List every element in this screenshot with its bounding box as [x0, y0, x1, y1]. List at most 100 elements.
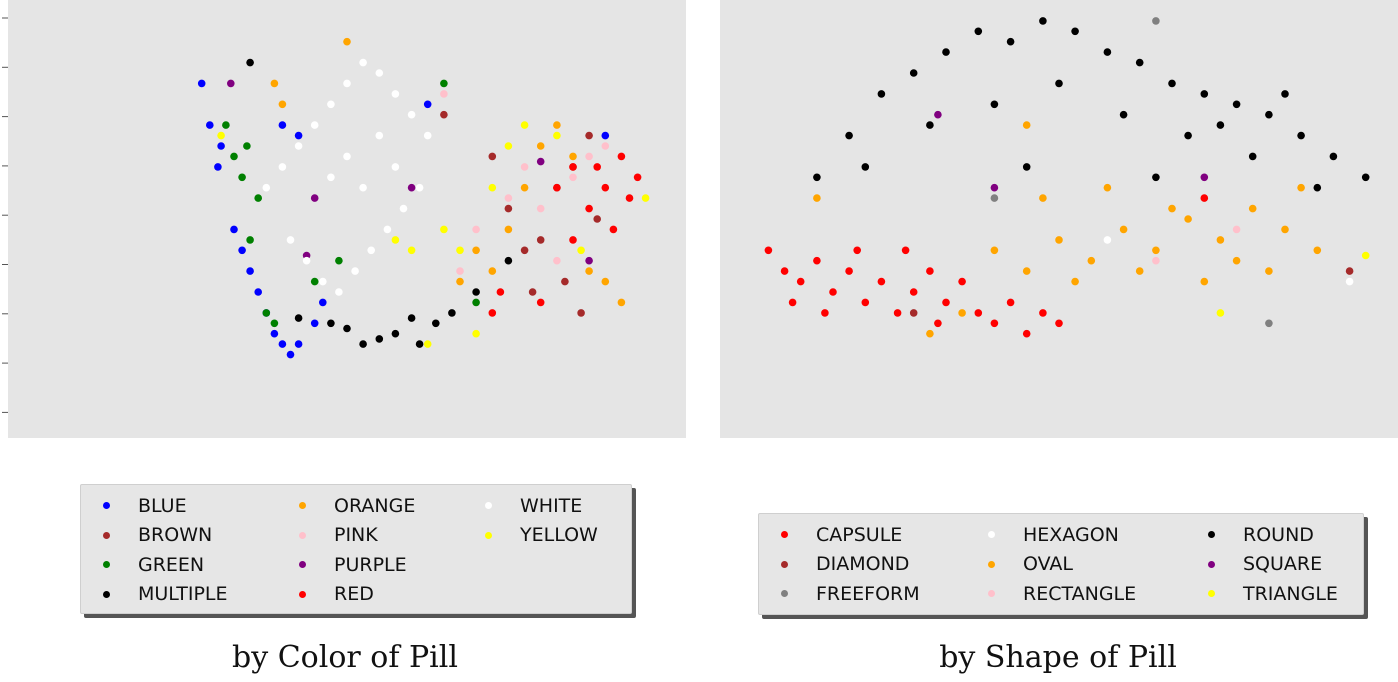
point-white [367, 246, 376, 255]
legend-marker [103, 561, 110, 569]
point-oval [1071, 277, 1079, 286]
point-white [286, 236, 295, 244]
color-caption: by Color of Pill [232, 640, 458, 675]
point-brown [536, 236, 545, 244]
legend-item-white: WHITE [477, 491, 607, 521]
point-pink [553, 256, 561, 265]
point-diamond [1345, 267, 1354, 275]
point-brown [528, 288, 537, 296]
legend-item-pink: PINK [291, 521, 477, 551]
legend-item-freeform: FREEFORM [773, 579, 980, 609]
point-oval [1087, 256, 1096, 265]
point-white [294, 142, 303, 150]
legend-item-hexagon: HEXAGON [980, 520, 1200, 550]
point-white [319, 277, 327, 286]
point-orange [617, 298, 626, 307]
color-legend: BLUE BROWN GREEN MULTIPLE ORANGE PINK PURPLE RE… [80, 484, 632, 614]
point-white [399, 204, 408, 213]
point-oval [1216, 236, 1225, 244]
point-oval [1200, 277, 1209, 286]
point-round [1039, 17, 1047, 25]
point-orange [278, 100, 287, 109]
point-green [254, 194, 262, 202]
legend-marker [781, 560, 788, 568]
point-red [536, 298, 545, 307]
point-oval [1119, 225, 1128, 234]
point-capsule [796, 277, 805, 286]
point-round [1313, 183, 1322, 192]
shape-legend: CAPSULE DIAMOND FREEFORM HEXAGON OVAL RECTANG… [758, 513, 1364, 615]
point-white [327, 173, 335, 182]
point-white [391, 90, 400, 98]
point-round [1055, 79, 1063, 88]
point-capsule [821, 309, 829, 317]
point-capsule [1039, 309, 1047, 317]
point-oval [1135, 267, 1144, 275]
legend-item-triangle: TRIANGLE [1200, 579, 1340, 609]
point-blue [197, 79, 206, 88]
point-round [1232, 100, 1241, 109]
point-orange [585, 267, 593, 275]
point-round [1168, 79, 1176, 88]
point-white [359, 183, 367, 192]
point-capsule [942, 298, 950, 307]
point-red [633, 173, 642, 182]
point-freeform [990, 194, 999, 202]
series-red [488, 152, 642, 317]
point-blue [246, 267, 254, 275]
point-diamond [909, 309, 918, 317]
point-round [942, 48, 950, 56]
legend-item-round: ROUND [1200, 520, 1340, 550]
point-red [625, 194, 634, 202]
point-green [243, 142, 251, 150]
point-blue [601, 131, 610, 140]
point-white [375, 131, 384, 140]
point-pink [472, 225, 480, 234]
legend-label: RECTANGLE [1023, 582, 1137, 605]
plot-area [720, 0, 1398, 438]
point-round [974, 27, 983, 36]
series-round [813, 17, 1370, 192]
point-round [1103, 48, 1112, 56]
point-red [601, 183, 610, 192]
point-green [230, 152, 238, 161]
point-capsule [926, 267, 934, 275]
legend-marker [988, 590, 995, 598]
point-rectangle [1152, 256, 1160, 265]
point-green [262, 309, 271, 317]
point-red [617, 152, 626, 161]
point-round [926, 121, 934, 129]
point-round [1248, 152, 1257, 161]
point-white [302, 256, 311, 265]
point-green [335, 256, 343, 265]
point-round [1297, 131, 1305, 140]
point-green [238, 173, 246, 182]
legend-marker [485, 531, 492, 539]
shape-caption: by Shape of Pill [939, 640, 1177, 675]
point-white [407, 110, 416, 119]
point-pink [440, 90, 448, 98]
legend-item-rectangle: RECTANGLE [980, 579, 1200, 609]
point-brown [585, 131, 593, 140]
series-oval [813, 121, 1322, 338]
point-capsule [909, 288, 918, 296]
point-oval [1055, 236, 1063, 244]
point-round [1071, 27, 1079, 36]
point-round [1135, 58, 1144, 67]
point-purple [227, 79, 235, 88]
point-multiple [246, 58, 254, 67]
point-blue [230, 225, 238, 234]
point-purple [310, 194, 319, 202]
point-multiple [448, 309, 456, 317]
point-round [1281, 90, 1289, 98]
shape-panel: CAPSULE DIAMOND FREEFORM HEXAGON OVAL RECTANG… [718, 0, 1398, 682]
point-round [1006, 37, 1015, 46]
series-green [222, 79, 480, 328]
point-round [877, 90, 886, 98]
point-multiple [359, 340, 367, 348]
point-rectangle [1232, 225, 1241, 234]
point-round [1022, 163, 1031, 171]
point-brown [504, 204, 513, 213]
legend-marker [1208, 560, 1215, 568]
point-red [593, 163, 601, 171]
